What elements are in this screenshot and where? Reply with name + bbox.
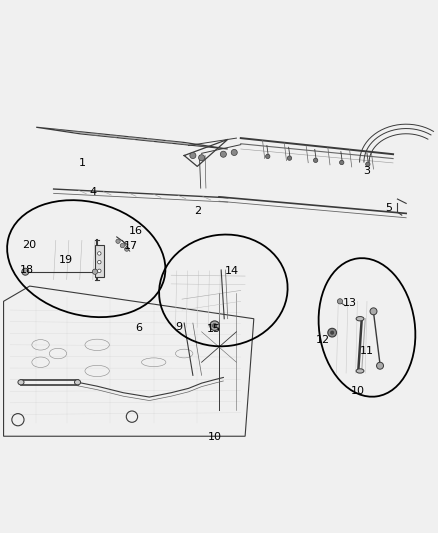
Circle shape bbox=[339, 160, 344, 165]
Text: 2: 2 bbox=[194, 206, 201, 216]
Text: 9: 9 bbox=[175, 322, 183, 333]
Text: 20: 20 bbox=[23, 240, 37, 250]
Ellipse shape bbox=[356, 369, 364, 373]
Circle shape bbox=[231, 149, 237, 156]
Circle shape bbox=[98, 252, 101, 255]
Circle shape bbox=[314, 158, 318, 163]
Circle shape bbox=[287, 156, 292, 160]
Circle shape bbox=[198, 155, 205, 161]
Text: 6: 6 bbox=[135, 324, 142, 333]
Text: 12: 12 bbox=[315, 335, 330, 345]
Text: 4: 4 bbox=[89, 187, 96, 197]
Circle shape bbox=[98, 269, 101, 272]
Circle shape bbox=[370, 308, 377, 315]
Ellipse shape bbox=[74, 379, 81, 385]
Circle shape bbox=[124, 247, 129, 251]
Text: 18: 18 bbox=[20, 264, 34, 274]
Text: 16: 16 bbox=[128, 226, 142, 236]
Circle shape bbox=[22, 268, 29, 275]
Text: 5: 5 bbox=[385, 203, 392, 213]
Ellipse shape bbox=[356, 317, 364, 321]
Circle shape bbox=[337, 298, 343, 304]
Text: 17: 17 bbox=[124, 240, 138, 251]
Text: 3: 3 bbox=[364, 166, 371, 176]
Text: 10: 10 bbox=[351, 385, 365, 395]
Text: 15: 15 bbox=[207, 324, 221, 334]
Circle shape bbox=[366, 162, 370, 166]
Text: 13: 13 bbox=[343, 298, 357, 309]
Circle shape bbox=[377, 362, 384, 369]
Circle shape bbox=[265, 154, 270, 158]
Circle shape bbox=[190, 152, 196, 158]
Circle shape bbox=[328, 328, 336, 337]
Text: 14: 14 bbox=[225, 266, 239, 276]
Ellipse shape bbox=[18, 379, 24, 385]
Text: 1: 1 bbox=[78, 158, 85, 168]
Circle shape bbox=[92, 269, 98, 274]
Circle shape bbox=[212, 324, 217, 328]
Circle shape bbox=[98, 261, 101, 264]
Circle shape bbox=[330, 331, 334, 334]
Circle shape bbox=[116, 239, 120, 244]
Text: 10: 10 bbox=[208, 432, 222, 442]
Circle shape bbox=[220, 151, 226, 157]
Bar bbox=[95, 245, 104, 277]
Text: 19: 19 bbox=[59, 255, 73, 264]
Circle shape bbox=[120, 244, 124, 248]
Text: 11: 11 bbox=[360, 346, 374, 357]
Circle shape bbox=[210, 321, 219, 330]
